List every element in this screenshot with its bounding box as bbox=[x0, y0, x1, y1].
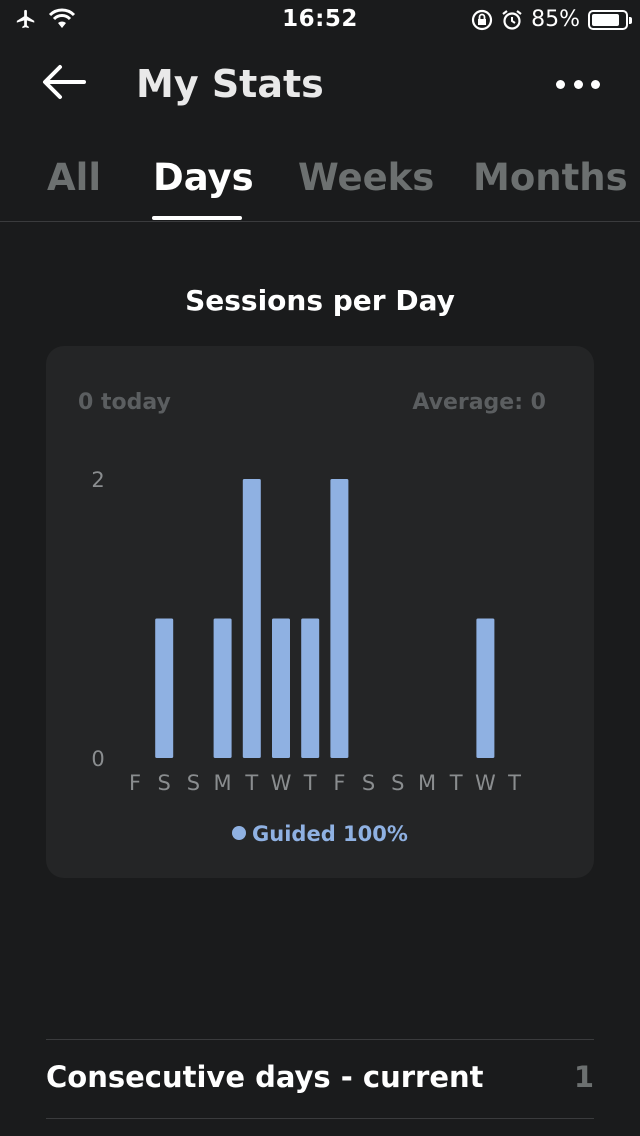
y-tick-label: 0 bbox=[91, 747, 104, 771]
header: My Stats bbox=[0, 50, 640, 122]
status-bar: 16:52 85% bbox=[0, 0, 640, 40]
x-tick-label: S bbox=[391, 771, 404, 795]
x-tick-label: M bbox=[214, 771, 232, 795]
page-title: My Stats bbox=[136, 62, 324, 106]
orientation-lock-icon bbox=[471, 9, 493, 30]
chart-bar bbox=[242, 479, 261, 758]
airplane-icon bbox=[16, 9, 35, 29]
chart-bar bbox=[330, 479, 349, 758]
tab-all[interactable]: All bbox=[47, 156, 102, 199]
sessions-bar-chart: 02F S S M T W T F S S M T W T bbox=[91, 468, 521, 795]
legend-label: Guided 100% bbox=[252, 822, 408, 846]
more-options-button[interactable] bbox=[556, 72, 600, 96]
battery-percent: 85% bbox=[531, 7, 580, 32]
wifi-icon bbox=[48, 8, 76, 28]
stat-row-consecutive-days: Consecutive days - current 1 bbox=[46, 1039, 594, 1119]
x-tick-label: W bbox=[475, 771, 496, 795]
more-horizontal-icon bbox=[556, 79, 565, 89]
tab-days[interactable]: Days bbox=[153, 156, 254, 199]
x-tick-label: W bbox=[271, 771, 292, 795]
battery-icon bbox=[588, 9, 632, 30]
back-button[interactable] bbox=[40, 62, 96, 106]
more-horizontal-icon bbox=[573, 79, 583, 89]
chart-bar bbox=[213, 618, 232, 758]
alarm-icon bbox=[502, 9, 522, 30]
chart-bar bbox=[476, 618, 495, 758]
x-tick-label: T bbox=[507, 771, 521, 795]
stat-label: Consecutive days - current bbox=[46, 1060, 484, 1094]
x-tick-label: T bbox=[303, 771, 317, 795]
active-tab-indicator bbox=[152, 216, 242, 220]
chart-legend: Guided 100% bbox=[46, 822, 594, 846]
x-tick-label: S bbox=[187, 771, 200, 795]
more-horizontal-icon bbox=[591, 79, 600, 89]
x-tick-label: M bbox=[418, 771, 436, 795]
y-tick-label: 2 bbox=[91, 468, 104, 492]
battery-fill bbox=[592, 13, 620, 26]
today-count: 0 today bbox=[78, 390, 171, 415]
x-tick-label: F bbox=[333, 771, 345, 795]
battery-tip bbox=[629, 16, 632, 24]
tab-weeks[interactable]: Weeks bbox=[298, 156, 435, 199]
chart-bar bbox=[155, 618, 174, 758]
x-tick-label: F bbox=[129, 771, 141, 795]
chart-bar bbox=[272, 618, 290, 758]
tab-bar: All Days Weeks Months bbox=[0, 150, 640, 222]
tab-months[interactable]: Months bbox=[473, 156, 628, 199]
average-count: Average: 0 bbox=[412, 390, 546, 415]
stat-value: 1 bbox=[573, 1060, 594, 1094]
status-right: 85% bbox=[471, 7, 632, 32]
x-tick-label: S bbox=[362, 771, 375, 795]
chart-bar bbox=[301, 618, 320, 758]
x-tick-label: S bbox=[158, 771, 171, 795]
chart-title: Sessions per Day bbox=[185, 284, 455, 317]
x-tick-label: T bbox=[449, 771, 463, 795]
status-left bbox=[14, 8, 76, 30]
status-time: 16:52 bbox=[282, 6, 358, 32]
legend-dot bbox=[232, 826, 247, 840]
arrow-left-icon bbox=[43, 65, 86, 99]
x-tick-label: T bbox=[244, 771, 258, 795]
